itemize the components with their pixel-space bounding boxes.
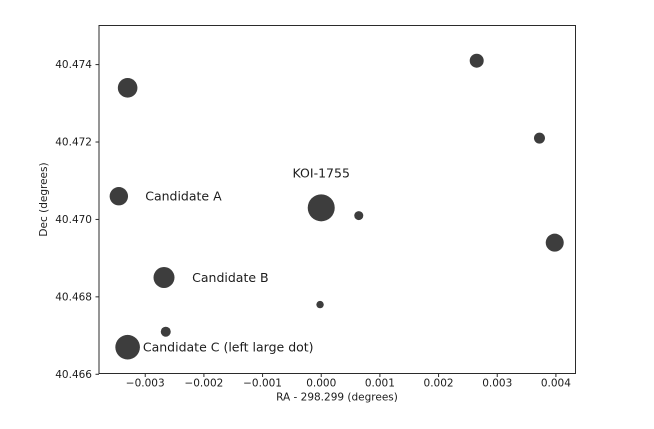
scatter-point-koi-1755 — [307, 194, 335, 222]
scatter-point-candidate-b — [153, 267, 175, 288]
x-axis-label: RA - 298.299 (degrees) — [276, 392, 398, 404]
scatter-point — [117, 78, 138, 98]
x-tick-label: 0.000 — [306, 378, 336, 390]
scatter-point — [316, 300, 324, 309]
scatter-point-candidate-a — [109, 187, 129, 206]
y-axis-label: Dec (degrees) — [38, 162, 50, 236]
x-tick-label: −0.001 — [243, 378, 282, 390]
scatter-point — [545, 233, 564, 252]
y-tick-label: 40.466 — [55, 369, 92, 381]
scatter-point — [533, 132, 545, 144]
scatter-point — [354, 211, 364, 221]
x-tick-label: 0.003 — [482, 378, 512, 390]
x-tick-label: −0.003 — [126, 378, 165, 390]
annotation-label: Candidate B — [192, 270, 268, 285]
scatter-point-candidate-c — [115, 334, 140, 360]
x-tick-label: 0.004 — [541, 378, 571, 390]
x-tick-label: −0.002 — [184, 378, 223, 390]
scatter-point — [160, 326, 171, 337]
y-tick-label: 40.474 — [55, 59, 92, 71]
y-tick-label: 40.468 — [55, 291, 92, 303]
annotation-label: Candidate C (left large dot) — [143, 340, 314, 355]
y-tick-label: 40.472 — [55, 137, 92, 149]
y-tick-label: 40.470 — [55, 214, 92, 226]
x-tick-label: 0.001 — [365, 378, 395, 390]
annotation-label: Candidate A — [145, 189, 222, 204]
annotation-label: KOI-1755 — [293, 165, 350, 180]
x-tick-label: 0.002 — [424, 378, 454, 390]
scatter-point — [469, 53, 484, 68]
plot-frame — [98, 25, 576, 374]
